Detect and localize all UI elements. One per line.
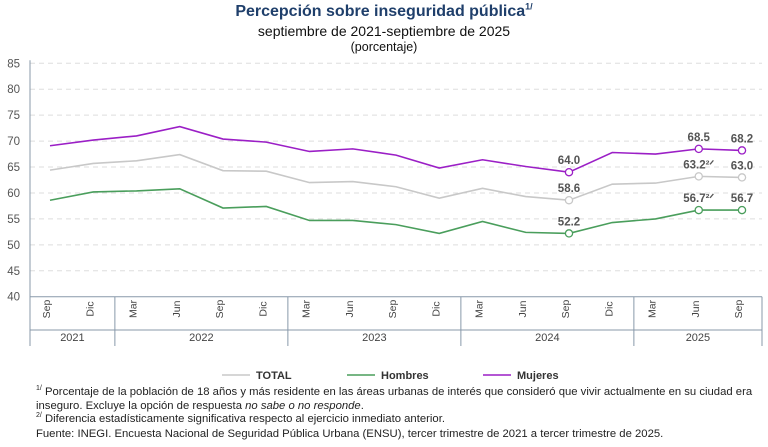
x-tick-label: Jun <box>690 300 702 317</box>
year-label: 2024 <box>535 332 559 344</box>
x-tick-label: Sep <box>41 300 53 319</box>
x-tick-label: Mar <box>474 299 486 318</box>
x-tick-label: Dic <box>257 301 269 316</box>
year-label: 2023 <box>362 332 386 344</box>
y-tick-label: 55 <box>7 214 20 226</box>
x-tick-label: Dic <box>84 301 96 316</box>
data-label: 68.2 <box>731 133 753 145</box>
chart-unit: (porcentaje) <box>350 40 418 54</box>
data-point <box>737 146 747 155</box>
x-tick-label: Sep <box>387 300 399 319</box>
y-tick-label: 50 <box>7 240 20 252</box>
series-line-total <box>49 153 743 202</box>
footnote-2: 2/ Diferencia estadísticamente significa… <box>36 412 445 425</box>
x-tick-label: Jun <box>344 300 356 317</box>
x-tick-label: Jun <box>517 300 529 317</box>
footnotes: 1/ Porcentaje de la población de 18 años… <box>36 385 764 441</box>
x-tick-label: Mar <box>128 299 140 318</box>
data-point <box>694 172 704 181</box>
y-tick-label: 85 <box>7 58 20 70</box>
data-point <box>564 195 574 205</box>
y-tick-label: 80 <box>7 84 20 96</box>
x-tick-label: Mar <box>301 299 313 318</box>
legend-label-mujeres: Mujeres <box>517 370 559 382</box>
data-label: 56.7²ᐟ <box>683 193 714 205</box>
data-point <box>737 205 747 215</box>
x-tick-label: Jun <box>171 300 183 317</box>
y-tick-label: 60 <box>7 188 20 200</box>
y-tick-label: 40 <box>7 292 20 304</box>
year-label: 2021 <box>60 332 84 344</box>
footnote-1: 1/ Porcentaje de la población de 18 años… <box>36 385 753 412</box>
data-label: 56.7 <box>731 193 753 205</box>
source-note: Fuente: INEGI. Encuesta Nacional de Segu… <box>36 427 664 440</box>
data-label: 64.0 <box>558 155 580 167</box>
data-point <box>564 167 574 177</box>
x-tick-label: Sep <box>560 300 572 319</box>
data-point <box>694 205 704 215</box>
data-label: 63.2²ᐟ <box>683 159 714 171</box>
chart-title: Percepción sobre inseguridad pública1/ <box>235 1 533 20</box>
data-label: 63.0 <box>731 160 753 172</box>
data-point <box>737 173 747 182</box>
data-point <box>564 229 574 238</box>
x-tick-label: Dic <box>430 301 442 316</box>
x-tick-label: Sep <box>214 300 226 319</box>
x-tick-label: Mar <box>647 299 659 318</box>
chart-subtitle: septiembre de 2021-septiembre de 2025 <box>257 23 511 39</box>
x-tick-label: Dic <box>603 301 615 316</box>
series-line-hombres <box>49 188 742 235</box>
legend-label-total: TOTAL <box>256 370 292 382</box>
y-tick-label: 70 <box>7 136 20 148</box>
y-tick-label: 45 <box>7 266 20 278</box>
x-tick-label: Sep <box>733 300 745 319</box>
data-point <box>694 144 704 154</box>
year-label: 2025 <box>686 332 710 344</box>
legend-label-hombres: Hombres <box>381 370 429 382</box>
series-line-mujeres <box>49 125 743 174</box>
y-tick-label: 65 <box>7 162 20 174</box>
data-label: 68.5 <box>688 132 711 144</box>
data-label: 58.6 <box>558 183 580 195</box>
year-label: 2022 <box>189 332 213 344</box>
y-tick-label: 75 <box>7 110 20 122</box>
data-label: 52.2 <box>558 216 580 228</box>
